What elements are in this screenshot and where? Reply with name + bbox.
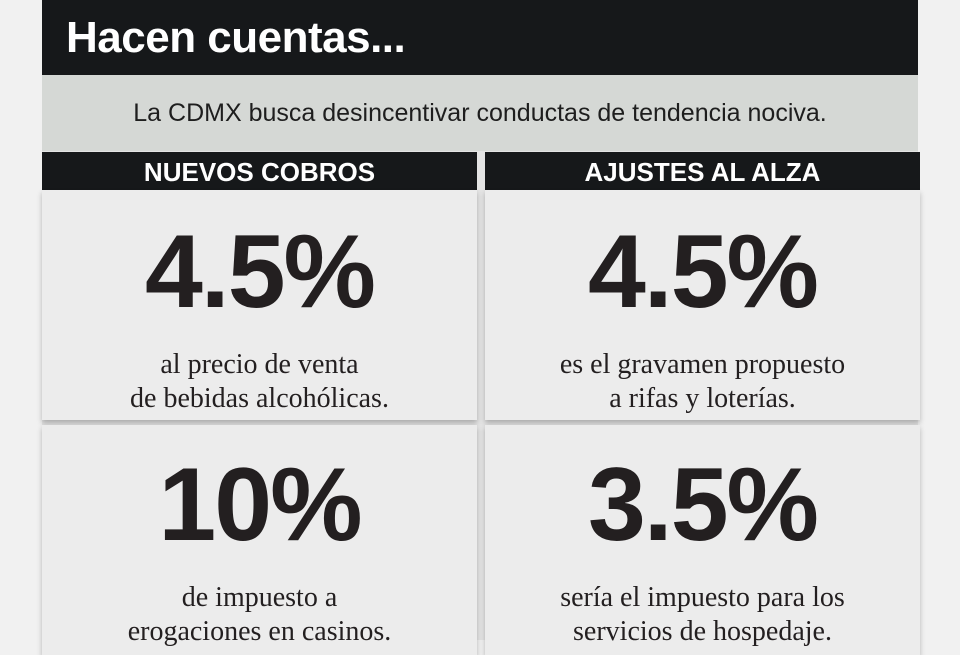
page: Hacen cuentas... La CDMX busca desincent… <box>42 0 920 655</box>
title: Hacen cuentas... <box>42 0 918 75</box>
description-line: sería el impuesto para los <box>560 582 845 613</box>
description: de impuesto a erogaciones en casinos. <box>42 581 477 649</box>
subtitle: La CDMX busca desincentivar conductas de… <box>42 75 918 151</box>
description: sería el impuesto para los servicios de … <box>485 581 920 649</box>
figure: 10% <box>158 447 362 563</box>
description-line: a rifas y loterías. <box>609 383 796 414</box>
description-line: erogaciones en casinos. <box>127 616 392 647</box>
card: 10% de impuesto a erogaciones en casinos… <box>42 425 477 655</box>
column: AJUSTES AL ALZA 4.5% es el gravamen prop… <box>485 152 920 655</box>
description-line: es el gravamen propuesto <box>559 349 846 380</box>
card: 4.5% al precio de venta de bebidas alcoh… <box>42 190 477 420</box>
card: 4.5% es el gravamen propuesto a rifas y … <box>485 190 920 420</box>
description: es el gravamen propuesto a rifas y loter… <box>485 348 920 416</box>
figure: 4.5% <box>587 214 819 330</box>
description-line: servicios de hospedaje. <box>573 616 832 647</box>
infographic: Hacen cuentas... La CDMX busca desincent… <box>42 0 920 655</box>
column-heading: NUEVOS COBROS <box>42 152 477 190</box>
figure: 3.5% <box>587 447 819 563</box>
description: al precio de venta de bebidas alcohólica… <box>42 348 477 416</box>
column-heading: AJUSTES AL ALZA <box>485 152 920 190</box>
description-line: de impuesto a <box>181 582 338 613</box>
description-line: al precio de venta <box>160 349 359 380</box>
description-line: de bebidas alcohólicas. <box>130 383 389 414</box>
card: 3.5% sería el impuesto para los servicio… <box>485 425 920 655</box>
column: NUEVOS COBROS 4.5% al precio de venta de… <box>42 152 477 655</box>
figure: 4.5% <box>144 214 376 330</box>
